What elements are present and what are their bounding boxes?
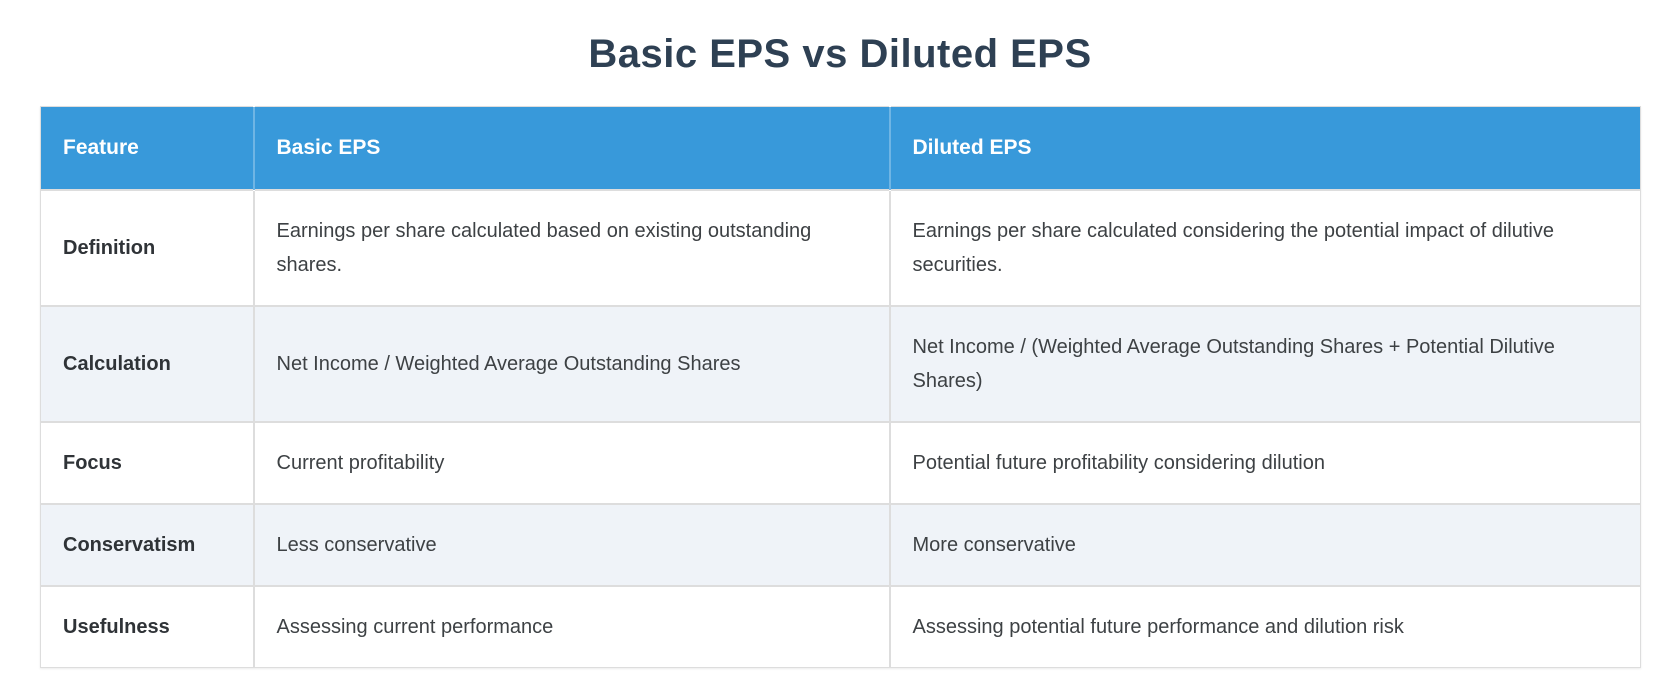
basic-eps-value: Net Income / Weighted Average Outstandin… [253,305,891,422]
feature-label: Definition [40,189,255,306]
diluted-eps-value: Potential future profitability consideri… [889,421,1641,504]
header-row: Feature Basic EPS Diluted EPS [40,106,1641,190]
diluted-eps-value: Earnings per share calculated considerin… [889,189,1641,306]
table-header: Feature Basic EPS Diluted EPS [40,106,1641,190]
table-row-focus: Focus Current profitability Potential fu… [40,421,1641,504]
column-header-basic-eps: Basic EPS [253,106,891,190]
feature-label: Focus [40,421,255,504]
table-body: Definition Earnings per share calculated… [40,189,1641,668]
diluted-eps-value: Net Income / (Weighted Average Outstandi… [889,305,1641,422]
basic-eps-value: Earnings per share calculated based on e… [253,189,891,306]
table-row-conservatism: Conservatism Less conservative More cons… [40,503,1641,586]
feature-label: Usefulness [40,585,255,668]
basic-eps-value: Current profitability [253,421,891,504]
column-header-feature: Feature [40,106,255,190]
basic-eps-value: Assessing current performance [253,585,891,668]
table-row-calculation: Calculation Net Income / Weighted Averag… [40,305,1641,422]
diluted-eps-value: More conservative [889,503,1641,586]
page-title: Basic EPS vs Diluted EPS [588,32,1092,76]
feature-label: Conservatism [40,503,255,586]
eps-comparison-table: Feature Basic EPS Diluted EPS Definition… [40,106,1641,668]
diluted-eps-value: Assessing potential future performance a… [889,585,1641,668]
table-row-usefulness: Usefulness Assessing current performance… [40,585,1641,668]
basic-eps-value: Less conservative [253,503,891,586]
column-header-diluted-eps: Diluted EPS [889,106,1641,190]
feature-label: Calculation [40,305,255,422]
table-row-definition: Definition Earnings per share calculated… [40,189,1641,306]
